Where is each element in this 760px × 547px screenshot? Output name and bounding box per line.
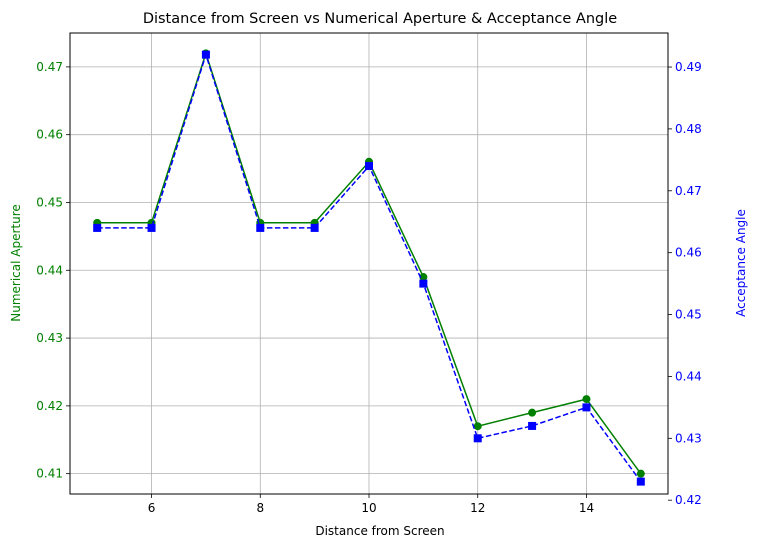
data-point-right (201, 50, 210, 59)
chart-title: Distance from Screen vs Numerical Apertu… (143, 11, 617, 27)
data-point-left (419, 273, 428, 282)
x-tick-label: 8 (256, 501, 264, 515)
ticks: 6 8 10 12 14 0.41 0.42 0.43 0.44 0.45 0.46 0.47 0.42… (36, 60, 701, 515)
x-tick-label: 6 (148, 501, 156, 515)
y-right-tick-label: 0.48 (675, 122, 702, 136)
y-axis-title-right: Acceptance Angle (734, 209, 748, 317)
data-point-right (582, 403, 591, 412)
x-tick-label: 12 (470, 501, 485, 515)
grid (70, 33, 668, 494)
x-axis-title: Distance from Screen (315, 524, 444, 538)
y-right-tick-label: 0.45 (675, 308, 702, 322)
y-right-tick-label: 0.47 (675, 184, 702, 198)
y-right-tick-label: 0.49 (675, 60, 702, 74)
data-point-left (528, 408, 537, 417)
data-point-right (473, 434, 482, 443)
data-point-right (256, 223, 265, 232)
data-point-right (636, 477, 645, 486)
data-point-right (310, 223, 319, 232)
y-left-tick-label: 0.47 (36, 60, 63, 74)
y-right-tick-label: 0.43 (675, 431, 702, 445)
data-point-right (419, 279, 428, 288)
data-point-left (473, 422, 482, 431)
series-layer (93, 49, 645, 486)
y-left-tick-label: 0.46 (36, 128, 63, 142)
y-left-tick-label: 0.42 (36, 399, 63, 413)
x-tick-label: 14 (579, 501, 594, 515)
y-left-tick-label: 0.44 (36, 263, 63, 277)
y-right-tick-label: 0.42 (675, 493, 702, 507)
y-left-tick-label: 0.45 (36, 195, 63, 209)
y-left-tick-label: 0.43 (36, 331, 63, 345)
y-left-tick-label: 0.41 (36, 467, 63, 481)
data-point-right (528, 421, 537, 430)
y-axis-title-left: Numerical Aperture (9, 204, 23, 322)
data-point-right (93, 223, 102, 232)
x-tick-label: 10 (361, 501, 376, 515)
data-point-right (365, 162, 373, 171)
data-point-left (636, 469, 645, 478)
y-right-tick-label: 0.44 (675, 369, 702, 383)
data-point-left (582, 395, 591, 404)
data-point-right (147, 223, 156, 232)
y-right-tick-label: 0.46 (675, 246, 702, 260)
